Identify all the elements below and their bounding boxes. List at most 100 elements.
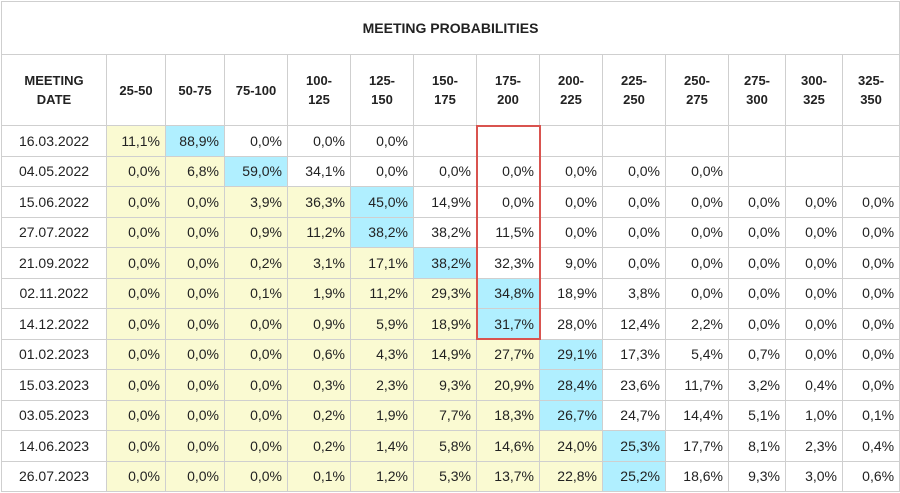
probability-cell: 1,4% bbox=[350, 430, 414, 462]
probability-cell: 0,0% bbox=[785, 338, 843, 370]
probability-cell: 0,0% bbox=[224, 460, 288, 492]
meeting-date-cell: 26.07.2023 bbox=[1, 460, 107, 492]
probability-cell: 8,1% bbox=[728, 430, 786, 462]
probability-cell: 3,0% bbox=[785, 460, 843, 492]
probability-cell: 0,2% bbox=[224, 247, 288, 279]
probability-cell: 0,0% bbox=[602, 216, 666, 248]
probability-cell: 11,5% bbox=[476, 216, 540, 248]
column-header-range: 200- 225 bbox=[539, 54, 603, 126]
probability-cell: 0,9% bbox=[224, 216, 288, 248]
probability-cell: 6,8% bbox=[165, 155, 225, 187]
probability-cell: 3,2% bbox=[728, 369, 786, 401]
probability-cell: 25,2% bbox=[602, 460, 666, 492]
probability-cell: 23,6% bbox=[602, 369, 666, 401]
probability-cell: 0,0% bbox=[602, 186, 666, 218]
probability-cell: 0,1% bbox=[224, 277, 288, 309]
probability-cell: 18,6% bbox=[665, 460, 729, 492]
probability-cell: 17,3% bbox=[602, 338, 666, 370]
probability-cell: 27,7% bbox=[476, 338, 540, 370]
table-row: 15.06.2022 0,0% 0,0% 3,9% 36,3% 45,0% 14,9% 0,0… bbox=[1, 186, 900, 218]
probability-cell: 0,7% bbox=[728, 338, 786, 370]
probability-cell: 9,3% bbox=[728, 460, 786, 492]
probability-cell: 32,3% bbox=[476, 247, 540, 279]
title-row: MEETING PROBABILITIES bbox=[0, 1, 900, 55]
probability-cell: 0,0% bbox=[602, 155, 666, 187]
table-title: MEETING PROBABILITIES bbox=[0, 1, 900, 55]
probability-cell: 0,0% bbox=[165, 369, 225, 401]
probability-cell: 0,0% bbox=[602, 247, 666, 279]
probability-cell bbox=[728, 125, 786, 157]
probability-cell: 38,2% bbox=[413, 216, 477, 248]
probability-cell: 0,0% bbox=[728, 277, 786, 309]
column-header-meeting-date: MEETING DATE bbox=[1, 54, 107, 126]
table-row: 01.02.2023 0,0% 0,0% 0,0% 0,6% 4,3% 14,9% 27,7%… bbox=[1, 338, 900, 370]
probability-cell: 0,0% bbox=[106, 399, 166, 431]
probability-cell: 0,0% bbox=[106, 277, 166, 309]
meeting-date-cell: 01.02.2023 bbox=[1, 338, 107, 370]
probability-cell: 9,0% bbox=[539, 247, 603, 279]
probability-cell: 0,0% bbox=[841, 338, 900, 370]
probability-cell: 36,3% bbox=[287, 186, 351, 218]
probability-cell: 0,0% bbox=[841, 216, 900, 248]
probability-cell: 0,0% bbox=[165, 460, 225, 492]
meeting-date-cell: 15.03.2023 bbox=[1, 369, 107, 401]
probability-cell: 25,3% bbox=[602, 430, 666, 462]
table-row: 04.05.2022 0,0% 6,8% 59,0% 34,1% 0,0% 0,0% 0,0%… bbox=[1, 155, 900, 187]
probability-cell: 11,2% bbox=[287, 216, 351, 248]
probability-cell: 5,9% bbox=[350, 308, 414, 340]
probability-cell: 0,0% bbox=[665, 247, 729, 279]
column-header-range: 175- 200 bbox=[476, 54, 540, 126]
probability-cell: 14,6% bbox=[476, 430, 540, 462]
probability-cell: 59,0% bbox=[224, 155, 288, 187]
probability-cell: 0,0% bbox=[785, 308, 843, 340]
probability-cell: 0,0% bbox=[106, 338, 166, 370]
probability-cell: 1,0% bbox=[785, 399, 843, 431]
meeting-date-cell: 02.11.2022 bbox=[1, 277, 107, 309]
probability-cell bbox=[728, 155, 786, 187]
probability-cell: 0,0% bbox=[224, 399, 288, 431]
table-body: 16.03.2022 11,1% 88,9% 0,0% 0,0% 0,0% 04.05.20… bbox=[1, 125, 900, 492]
probability-cell: 0,0% bbox=[165, 216, 225, 248]
probability-cell: 11,7% bbox=[665, 369, 729, 401]
probability-cell: 0,0% bbox=[106, 247, 166, 279]
table-row: 27.07.2022 0,0% 0,0% 0,9% 11,2% 38,2% 38,2% 11,… bbox=[1, 216, 900, 248]
column-header-range: 275- 300 bbox=[728, 54, 786, 126]
probability-cell: 0,0% bbox=[728, 186, 786, 218]
probability-cell: 0,0% bbox=[785, 216, 843, 248]
column-header-range: 225- 250 bbox=[602, 54, 666, 126]
meeting-date-cell: 04.05.2022 bbox=[1, 155, 107, 187]
probability-cell: 38,2% bbox=[413, 247, 477, 279]
probability-cell: 5,8% bbox=[413, 430, 477, 462]
probability-cell: 0,0% bbox=[165, 247, 225, 279]
probability-cell bbox=[413, 125, 477, 157]
probability-cell: 0,0% bbox=[106, 186, 166, 218]
probability-cell: 5,1% bbox=[728, 399, 786, 431]
probability-cell: 17,7% bbox=[665, 430, 729, 462]
column-header-range: 150- 175 bbox=[413, 54, 477, 126]
probability-cell: 13,7% bbox=[476, 460, 540, 492]
probability-cell: 0,0% bbox=[413, 155, 477, 187]
probability-cell bbox=[602, 125, 666, 157]
probability-cell: 29,3% bbox=[413, 277, 477, 309]
probability-cell: 0,0% bbox=[224, 308, 288, 340]
probability-cell: 0,0% bbox=[476, 186, 540, 218]
table-row: 15.03.2023 0,0% 0,0% 0,0% 0,3% 2,3% 9,3% 20,9% 2… bbox=[1, 369, 900, 401]
probability-cell: 0,0% bbox=[224, 125, 288, 157]
probability-cell: 88,9% bbox=[165, 125, 225, 157]
probability-cell: 0,2% bbox=[287, 399, 351, 431]
probability-cell bbox=[841, 125, 900, 157]
probability-cell: 11,1% bbox=[106, 125, 166, 157]
table-row: 02.11.2022 0,0% 0,0% 0,1% 1,9% 11,2% 29,3% 34,8… bbox=[1, 277, 900, 309]
meeting-date-cell: 14.12.2022 bbox=[1, 308, 107, 340]
probability-cell: 0,1% bbox=[287, 460, 351, 492]
probability-cell: 0,0% bbox=[539, 155, 603, 187]
header-row: MEETING DATE 25-50 50-75 75-100 100- 125 125- 15… bbox=[1, 54, 900, 126]
probability-cell: 7,7% bbox=[413, 399, 477, 431]
probability-cell: 2,2% bbox=[665, 308, 729, 340]
table-row: 03.05.2023 0,0% 0,0% 0,0% 0,2% 1,9% 7,7% 18,3% 2… bbox=[1, 399, 900, 431]
probability-cell: 22,8% bbox=[539, 460, 603, 492]
probability-cell: 0,0% bbox=[841, 186, 900, 218]
table-row: 26.07.2023 0,0% 0,0% 0,0% 0,1% 1,2% 5,3% 13,7% 2… bbox=[1, 460, 900, 492]
probability-cell: 5,4% bbox=[665, 338, 729, 370]
